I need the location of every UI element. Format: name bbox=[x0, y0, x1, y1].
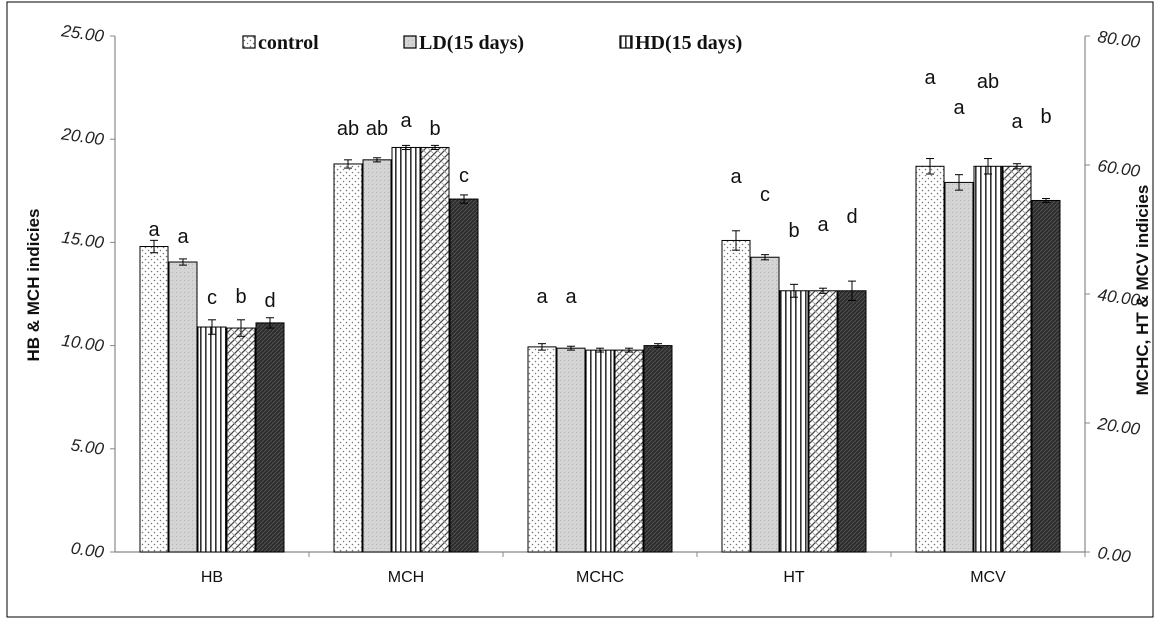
y-left-tick-label: 0.00 bbox=[70, 539, 106, 562]
significance-letter: a bbox=[565, 286, 577, 308]
bar bbox=[255, 322, 285, 553]
axes: 0.005.0010.0015.0020.0025.000.0020.0040.… bbox=[59, 21, 1141, 586]
bar bbox=[362, 159, 392, 553]
significance-letter: a bbox=[953, 97, 965, 119]
bar bbox=[333, 163, 363, 553]
bar bbox=[449, 198, 479, 553]
significance-letter: a bbox=[148, 219, 160, 241]
y-right-tick-label: 60.00 bbox=[1096, 156, 1141, 181]
y-left-tick-label: 20.00 bbox=[59, 124, 105, 149]
significance-letter: c bbox=[459, 165, 469, 187]
x-tick-label-mchc: MCHC bbox=[576, 569, 624, 586]
significance-letter: b bbox=[788, 220, 799, 242]
significance-letter: c bbox=[207, 287, 217, 309]
x-tick-label-mch: MCH bbox=[388, 569, 424, 586]
x-tick-label-mcv: MCV bbox=[970, 569, 1006, 586]
y-axis-left-label: HB & MCH indicies bbox=[24, 208, 43, 361]
significance-letter: b bbox=[429, 118, 440, 140]
legend-swatch-ld bbox=[403, 35, 417, 49]
significance-letter: a bbox=[1011, 111, 1023, 133]
y-left-tick-label: 25.00 bbox=[59, 21, 105, 46]
y-axis-right-label: MCHC, HT & MCV indicies bbox=[1133, 185, 1152, 396]
bar bbox=[779, 290, 809, 553]
significance-letter: a bbox=[536, 286, 548, 308]
bar bbox=[808, 290, 838, 553]
bar bbox=[614, 349, 644, 553]
bar bbox=[197, 326, 227, 553]
significance-letter: a bbox=[400, 110, 412, 132]
bar bbox=[973, 165, 1003, 553]
bar bbox=[750, 256, 780, 553]
y-right-tick-label: 20.00 bbox=[1095, 414, 1141, 439]
bar bbox=[1031, 199, 1061, 553]
bar bbox=[1002, 165, 1032, 553]
legend-swatch-control bbox=[242, 35, 256, 49]
x-tick-label-hb: HB bbox=[201, 569, 223, 586]
significance-letter: c bbox=[760, 184, 770, 206]
bar bbox=[139, 246, 169, 553]
bars bbox=[139, 144, 1061, 553]
figure-border bbox=[6, 1, 1154, 618]
significance-letter: a bbox=[177, 226, 189, 248]
legend-label-hd: HD(15 days) bbox=[635, 32, 742, 54]
significance-letter: d bbox=[846, 206, 857, 228]
y-left-tick-label: 5.00 bbox=[70, 435, 106, 458]
bar bbox=[643, 345, 673, 553]
significance-letter: a bbox=[817, 214, 829, 236]
y-right-tick-label: 80.00 bbox=[1096, 27, 1141, 52]
bar bbox=[226, 327, 256, 553]
bar bbox=[391, 146, 421, 553]
bar bbox=[420, 146, 450, 553]
significance-letter: a bbox=[924, 67, 936, 89]
x-tick-label-ht: HT bbox=[783, 569, 805, 586]
legend-swatch-hd bbox=[619, 35, 633, 49]
bar bbox=[168, 261, 198, 553]
bar bbox=[585, 349, 615, 553]
significance-letter: b bbox=[235, 286, 246, 308]
y-right-tick-label: 0.00 bbox=[1096, 543, 1132, 566]
y-left-tick-label: 10.00 bbox=[60, 331, 105, 356]
significance-letter: d bbox=[264, 290, 275, 312]
legend: control LD(15 days) HD(15 days) bbox=[242, 32, 742, 54]
bar bbox=[915, 165, 945, 553]
bar bbox=[721, 239, 751, 553]
legend-label-ld: LD(15 days) bbox=[419, 32, 524, 54]
significance-letter: ab bbox=[977, 71, 999, 93]
significance-letter: a bbox=[730, 166, 742, 188]
bar bbox=[837, 290, 867, 553]
significance-letter: ab bbox=[366, 118, 388, 140]
bar bbox=[556, 347, 586, 553]
significance-letter: b bbox=[1040, 106, 1051, 128]
legend-label-control: control bbox=[258, 32, 319, 54]
bar bbox=[944, 181, 974, 553]
y-left-tick-label: 15.00 bbox=[60, 228, 105, 253]
significance-letter: ab bbox=[337, 118, 359, 140]
bar bbox=[527, 346, 557, 553]
